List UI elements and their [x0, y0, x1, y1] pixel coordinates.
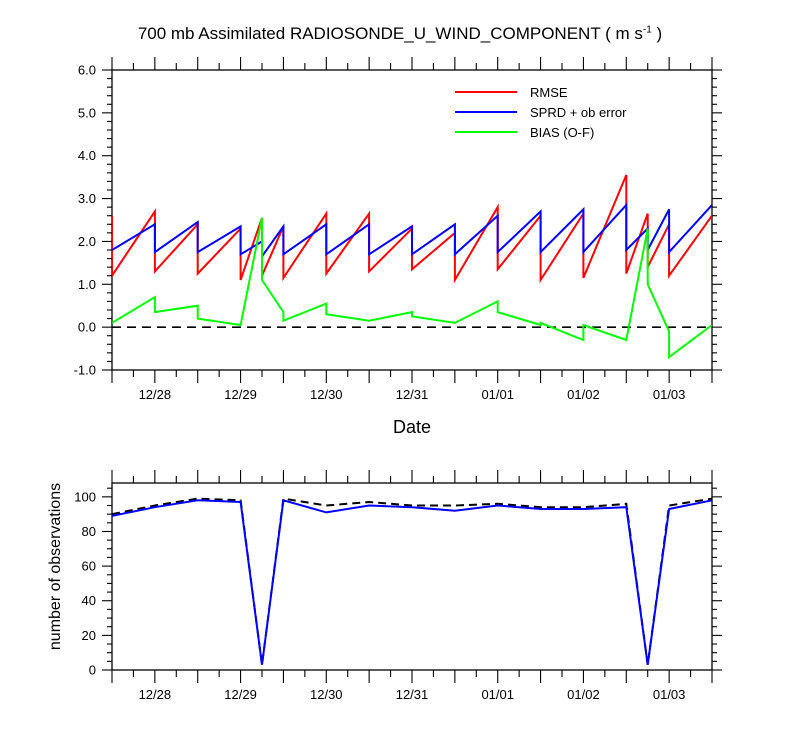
x-axis-title: Date	[393, 417, 431, 437]
series-line-used	[112, 499, 712, 665]
y-axis-title: number of observations	[47, 483, 64, 650]
y-tick-label: 5.0	[78, 105, 96, 120]
x-tick-label: 12/30	[310, 387, 343, 402]
y-tick-label: 6.0	[78, 63, 96, 78]
y-tick-label: 0	[89, 663, 96, 678]
x-tick-label: 01/02	[567, 687, 600, 702]
x-tick-label: 12/30	[310, 687, 343, 702]
x-tick-label: 12/28	[139, 687, 172, 702]
y-tick-label: 40	[82, 593, 96, 608]
y-tick-label: -1.0	[74, 363, 96, 378]
legend-label: BIAS (O-F)	[530, 125, 594, 140]
x-tick-label: 01/01	[481, 687, 514, 702]
title-exponent: -1	[642, 24, 652, 36]
x-tick-label: 12/28	[139, 387, 172, 402]
x-tick-label: 12/31	[396, 387, 429, 402]
x-tick-label: 01/01	[481, 387, 514, 402]
y-tick-label: 4.0	[78, 148, 96, 163]
y-tick-label: 20	[82, 628, 96, 643]
y-tick-label: 100	[74, 489, 96, 504]
x-tick-label: 01/03	[653, 387, 686, 402]
x-tick-label: 01/03	[653, 687, 686, 702]
legend-label: SPRD + ob error	[530, 105, 627, 120]
plot-frame	[111, 482, 713, 671]
y-tick-label: 80	[82, 524, 96, 539]
legend-label: RMSE	[530, 85, 568, 100]
series-line-sprd-ob-error	[112, 202, 712, 260]
x-tick-label: 12/29	[224, 687, 257, 702]
y-tick-label: 3.0	[78, 191, 96, 206]
x-tick-label: 12/29	[224, 387, 257, 402]
y-tick-label: 1.0	[78, 277, 96, 292]
top-chart: 12/28 12/29 12/30 12/31 01/01 01/02 01/03 -1.0 0…	[74, 57, 722, 437]
title-suffix: )	[651, 24, 663, 43]
x-tick-label: 12/31	[396, 687, 429, 702]
y-tick-label: 2.0	[78, 234, 96, 249]
chart-title: 700 mb Assimilated RADIOSONDE_U_WIND_COM…	[0, 24, 800, 44]
y-tick-label: 60	[82, 559, 96, 574]
title-prefix: 700 mb Assimilated RADIOSONDE_U_WIND_COM…	[137, 24, 643, 43]
series-line-bias-o-f	[112, 217, 712, 360]
x-tick-label: 01/02	[567, 387, 600, 402]
series-line-possible	[112, 497, 712, 665]
bottom-chart: 12/28 12/29 12/30 12/31 01/01 01/02 01/03 0 20 40…	[47, 470, 722, 702]
y-tick-label: 0.0	[78, 320, 96, 335]
